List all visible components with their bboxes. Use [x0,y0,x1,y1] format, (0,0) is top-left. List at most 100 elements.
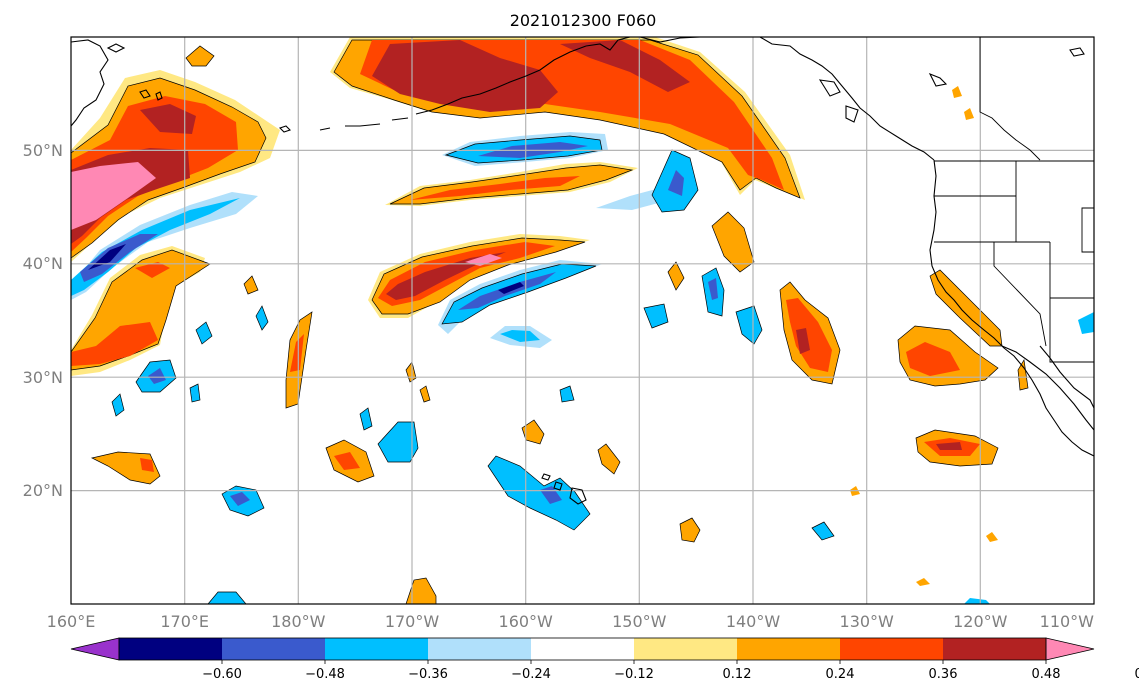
contour-fill [71,198,240,296]
lat-label-30n: 30°N [23,368,63,387]
contour-fill [708,278,718,300]
colorbar-segment [119,638,223,660]
contour-fill [372,40,558,112]
colorbar-tick-label: −0.60 [202,667,242,682]
contour-fill [71,162,156,230]
contour-fill [679,517,701,543]
gridlines [71,37,1094,604]
border-alaska-canada [979,37,1041,161]
contour-fill [377,421,419,463]
contour-fill [243,275,259,295]
contour-fill [185,45,215,67]
colorbar-tick-label: 0.24 [826,667,855,682]
contour-fill [71,192,258,300]
colorbar-segment [531,638,635,660]
colorbar-segment [737,638,841,660]
lon-label-110w: 110°W [1040,612,1095,631]
lat-label-40n: 40°N [23,254,63,273]
coastline-island [106,43,126,53]
latitude-labels: 50°N 40°N 30°N 20°N [23,141,63,500]
contour-fill [255,305,269,331]
contour-fill [667,261,685,291]
contour-fill [290,334,304,372]
contour-fill [936,442,962,450]
map-area [71,37,1094,604]
coastline-baja [1001,345,1094,431]
colorbar-tick-label: −0.36 [408,667,448,682]
coastline-baja-gulf [1039,345,1094,409]
contour-fill [410,176,580,200]
contour-fill [71,322,158,366]
colorbar-segment [325,638,429,660]
contour-fill [560,40,690,92]
coastline-island [928,72,948,87]
lon-label-120w: 120°W [953,612,1008,631]
colorbar-tick-label: −0.48 [305,667,345,682]
contour-fill [811,521,835,541]
contour-fill [964,108,974,120]
coastline-aleutians [319,45,587,131]
coastline-island [818,79,841,97]
colorbar-segment [222,638,326,660]
colorbar-extend-low [70,637,120,661]
contour-fill [668,170,684,196]
contour-fill [796,328,810,354]
lon-label-160e: 160°E [47,612,96,631]
contour-fill [786,298,832,372]
lon-label-180w: 180°W [271,612,326,631]
coastline-island [278,125,292,133]
colorbar-tick-label: −0.24 [511,667,551,682]
colorbar-tick-label: 0.48 [1032,667,1061,682]
contour-fill [140,458,154,472]
contour-fill [80,234,158,282]
contour-fill [964,598,990,604]
contour-fill [500,330,540,342]
longitude-labels: 160°E 170°E 180°W 170°W 160°W 150°W 140°… [47,612,1095,631]
coastline-island [845,105,859,123]
colorbar-extend-high [1045,637,1095,661]
contour-fill [207,591,247,604]
coastline-hawaii [541,473,551,481]
colorbar-tick-label: −0.12 [614,667,654,682]
lon-label-130w: 130°W [840,612,895,631]
lon-label-150w: 150°W [612,612,667,631]
coastline-hawaii [569,487,587,505]
lon-label-140w: 140°W [726,612,781,631]
contour-fill [230,492,250,506]
lat-label-20n: 20°N [23,481,63,500]
contour-fill [148,368,166,384]
coastline-island [139,89,151,99]
contour-fill [596,188,662,210]
colorbar-tick-label: 0.60 [1135,667,1139,682]
contour-fill [419,385,431,403]
colorbar-segment [840,638,944,660]
colorbar-segment [634,638,738,660]
contour-fill [952,86,962,98]
contour-fill [195,321,213,345]
colorbar-outline [118,637,1047,661]
contour-fill [643,303,669,329]
contour-fill [405,577,437,604]
contour-fill [465,254,502,266]
border-states [934,161,1094,363]
contour-fill [111,393,125,417]
contour-fill [1078,312,1094,334]
coastline-island [155,91,163,101]
contour-fill [140,104,196,134]
contour-fill [334,452,360,470]
lon-label-170w: 170°W [385,612,440,631]
colorbar-segment [428,638,532,660]
contour-fill [498,282,524,294]
anomaly-contours [71,37,1094,604]
map-frame [70,36,1095,605]
contour-fill [359,407,373,431]
lon-label-170e: 170°E [160,612,209,631]
contour-fill [906,342,960,376]
colorbar-tick-label: 0.12 [723,667,752,682]
contour-fill [986,532,998,542]
contour-fill [597,443,621,475]
colorbar-segment [943,638,1047,660]
coastline-island [1069,47,1085,57]
lat-label-50n: 50°N [23,141,63,160]
